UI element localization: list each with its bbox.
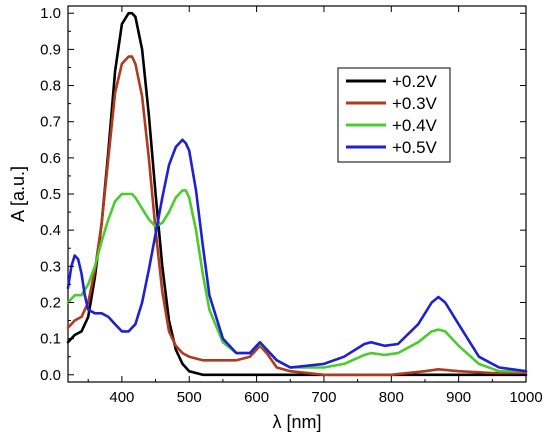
y-tick-label: 0.6 <box>40 150 61 167</box>
x-tick-label: 800 <box>379 389 404 406</box>
legend-label-2: +0.3V <box>392 94 438 113</box>
series-line-4 <box>66 138 528 373</box>
x-tick-label: 400 <box>109 389 134 406</box>
legend-label-4: +0.5V <box>392 138 438 157</box>
x-tick-label: 900 <box>446 389 471 406</box>
y-tick-label: 0.0 <box>40 367 61 384</box>
series-layer <box>66 11 528 377</box>
y-tick-label: 0.7 <box>40 114 61 131</box>
y-tick-label: 0.8 <box>40 78 61 95</box>
y-tick-label: 0.9 <box>40 41 61 58</box>
legend-label-3: +0.4V <box>392 116 438 135</box>
y-axis-title: A [a.u.] <box>8 166 28 222</box>
x-tick-label: 600 <box>244 389 269 406</box>
y-tick-label: 0.4 <box>40 222 61 239</box>
series-line-2 <box>66 55 528 377</box>
x-tick-label: 500 <box>177 389 202 406</box>
legend-label-1: +0.2V <box>392 72 438 91</box>
plot-frame <box>67 5 527 383</box>
x-axis-title: λ [nm] <box>272 412 321 432</box>
x-axis: 400 500 600 700 800 900 1000 <box>87 6 543 406</box>
y-axis: 0.0 0.1 0.2 0.3 0.4 0.5 0.6 0.7 0.8 0.9 1.0 <box>40 5 526 384</box>
y-tick-label: 0.1 <box>40 331 61 348</box>
series-line-3 <box>66 189 528 373</box>
x-tick-label: 1000 <box>509 389 542 406</box>
legend-items: +0.2V +0.3V +0.4V +0.5V <box>346 72 438 157</box>
y-tick-label: 0.2 <box>40 294 61 311</box>
legend: +0.2V +0.3V +0.4V +0.5V <box>337 67 451 163</box>
y-tick-label: 0.5 <box>40 186 61 203</box>
y-tick-label: 1.0 <box>40 5 61 22</box>
x-tick-label: 700 <box>311 389 336 406</box>
y-tick-label: 0.3 <box>40 258 61 275</box>
